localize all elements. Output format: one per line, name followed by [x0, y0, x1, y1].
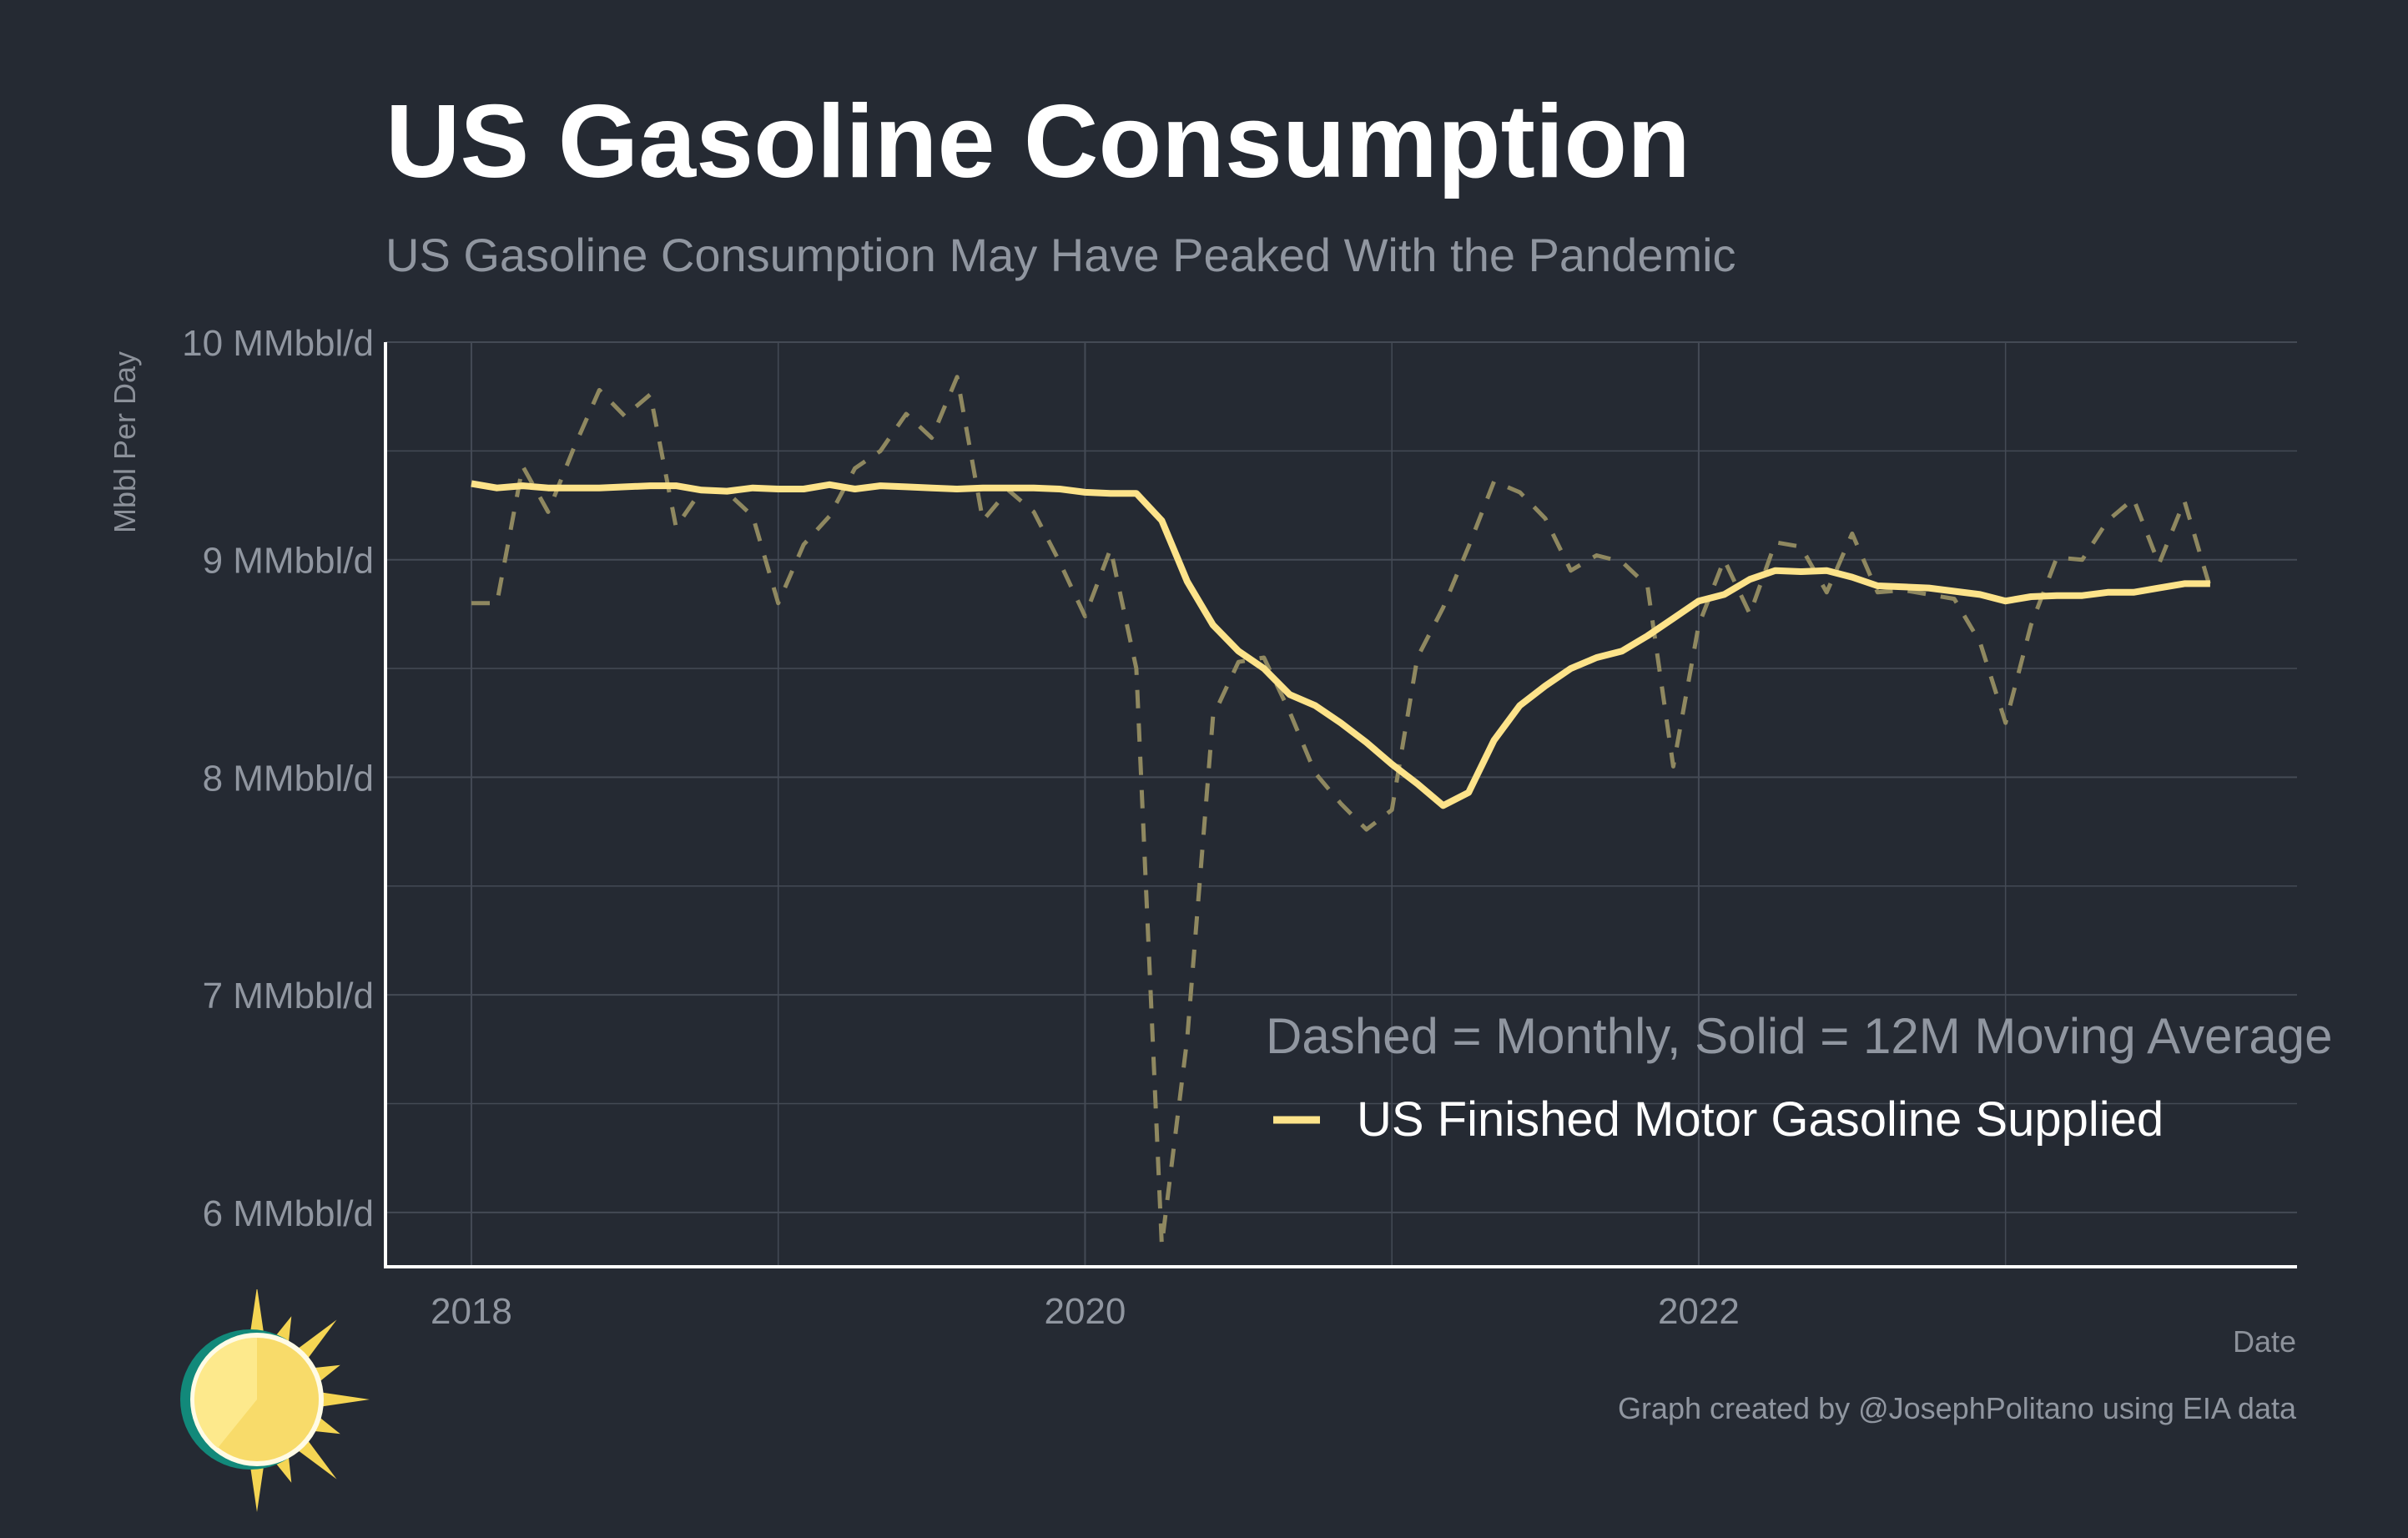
legend-note: Dashed = Monthly, Solid = 12M Moving Ave… — [1266, 1008, 2333, 1064]
grid-lines — [385, 341, 2297, 1267]
source-credit: Graph created by @JosephPolitano using E… — [1617, 1391, 2296, 1425]
page-title: US Gasoline Consumption — [385, 84, 1690, 199]
y-tick-label: 9 MMbbl/d — [203, 541, 374, 582]
chart-series — [471, 375, 2213, 1248]
y-tick-label: 10 MMbbl/d — [182, 323, 374, 364]
legend: Dashed = Monthly, Solid = 12M Moving Ave… — [1266, 1008, 2333, 1147]
y-axis-label: Mbbl Per Day — [108, 350, 142, 534]
legend-label: US Finished Motor Gasoline Supplied — [1357, 1092, 2164, 1147]
sun-ray — [249, 1459, 265, 1512]
tick-labels: 6 MMbbl/d 7 MMbbl/d 8 MMbbl/d 9 MMbbl/d 10 M… — [182, 323, 1740, 1332]
sun-ray — [293, 1319, 337, 1364]
sun-ray — [249, 1289, 265, 1340]
page-subtitle: US Gasoline Consumption May Have Peaked … — [385, 229, 1736, 281]
x-axis-label: Date — [2232, 1324, 2296, 1359]
series-monthly-dashed-line — [471, 375, 2213, 1248]
sun-ray — [316, 1391, 370, 1408]
y-tick-label: 7 MMbbl/d — [203, 976, 374, 1016]
sun-logo-icon — [180, 1289, 370, 1512]
x-tick-label: 2018 — [431, 1291, 512, 1332]
y-tick-label: 8 MMbbl/d — [203, 758, 374, 799]
series-moving-average-line — [471, 480, 2210, 809]
x-tick-label: 2022 — [1658, 1291, 1740, 1332]
sun-ray — [293, 1435, 337, 1480]
chart-axes — [384, 342, 2297, 1268]
y-tick-label: 6 MMbbl/d — [203, 1193, 374, 1234]
x-tick-label: 2020 — [1044, 1291, 1126, 1332]
